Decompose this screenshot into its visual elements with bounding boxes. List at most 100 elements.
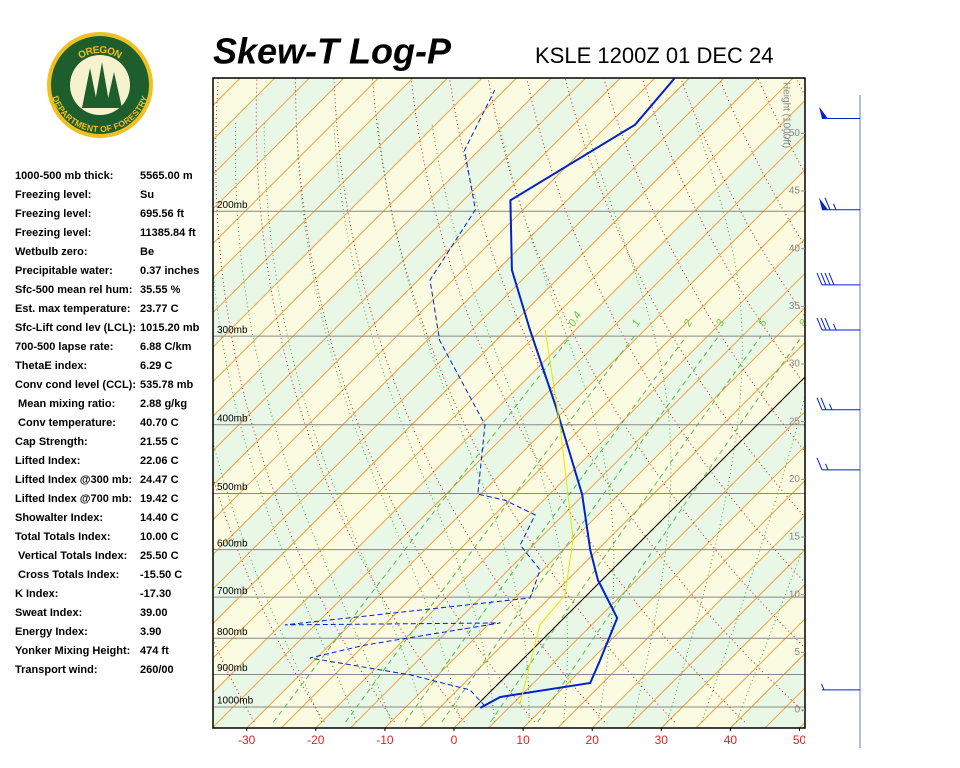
index-value: 22.06 C — [140, 455, 179, 467]
index-label: Transport wind: — [15, 664, 98, 676]
index-label: Lifted Index @300 mb: — [15, 474, 132, 486]
index-label: Energy Index: — [15, 626, 88, 638]
logo: OREGON DEPARTMENT OF FORESTRY — [47, 32, 153, 138]
x-tick-label: -10 — [376, 733, 394, 747]
highlight-isotherm — [474, 376, 805, 708]
sounding-line — [519, 329, 574, 706]
index-label: Showalter Index: — [15, 512, 103, 524]
index-value: 10.00 C — [140, 531, 179, 543]
isotherm — [213, 78, 379, 245]
index-value: -17.30 — [140, 588, 171, 600]
height-tick-label: 0 — [794, 705, 800, 716]
index-value: 0.37 inches — [140, 265, 199, 277]
index-label: Sfc-500 mean rel hum: — [15, 284, 132, 296]
isotherm — [213, 99, 805, 694]
isotherm — [213, 78, 483, 348]
barb-feather — [820, 317, 827, 331]
barb-pennant — [819, 197, 828, 210]
chart-subtitle: KSLE 1200Z 01 DEC 24 — [535, 43, 773, 68]
barb-half — [829, 403, 833, 410]
index-value: 23.77 C — [140, 303, 179, 315]
barb-feather — [820, 272, 827, 286]
isotherm — [213, 78, 621, 487]
x-tick-label: 40 — [724, 733, 738, 747]
mixing-ratio-label: 1 — [630, 318, 643, 329]
index-label: Total Totals Index: — [15, 531, 111, 543]
x-tick-label: 20 — [586, 733, 600, 747]
isotherm — [522, 445, 805, 728]
index-label: Lifted Index: — [15, 455, 80, 467]
logo-tree — [94, 62, 110, 108]
index-value: 24.47 C — [140, 474, 179, 486]
pressure-label: 1000mb — [217, 696, 254, 707]
index-label: Wetbulb zero: — [15, 246, 88, 258]
index-value: 6.29 C — [140, 360, 172, 372]
height-tick-label: 15 — [789, 532, 801, 543]
isotherm — [213, 78, 656, 521]
isotherm — [246, 168, 805, 728]
mixing-ratio-line — [345, 335, 635, 723]
wind-barb — [819, 106, 860, 120]
x-tick-label: -20 — [307, 733, 325, 747]
index-value: 14.40 C — [140, 512, 179, 524]
index-value: 40.70 C — [140, 417, 179, 429]
index-label: Freezing level: — [15, 189, 91, 201]
isotherm — [213, 134, 805, 728]
index-label: K Index: — [15, 588, 58, 600]
dry-adiabat — [449, 78, 805, 714]
index-value: 6.88 C/km — [140, 341, 192, 353]
mixing-ratio-line — [537, 335, 803, 723]
wind-barb — [816, 457, 860, 471]
index-value: -15.50 C — [140, 569, 182, 581]
index-value: 3.90 — [140, 626, 161, 638]
index-value: 2.88 g/kg — [140, 398, 187, 410]
logo-tree — [82, 68, 98, 108]
height-tick-label: 25 — [789, 416, 801, 427]
sounding-line — [284, 89, 541, 707]
index-value: Su — [140, 189, 154, 201]
isotherm — [213, 78, 414, 279]
temperature-band — [213, 78, 805, 693]
mixing-ratio-line — [490, 335, 762, 723]
x-tick-label: 50 — [793, 733, 807, 747]
pressure-label: 400mb — [217, 413, 248, 424]
index-label: Sweat Index: — [15, 607, 82, 619]
isotherm — [660, 583, 805, 728]
indices-list: 1000-500 mb thick: 5565.00 m Freezing leve… — [15, 170, 200, 676]
barb-feather — [824, 317, 831, 331]
isotherm — [488, 410, 805, 728]
axes: -30 -20 -10 0 10 20 30 40 50 0 5 10 15 20 25 30 35 40 45 50… — [238, 82, 860, 747]
height-tick-label: 50 — [789, 128, 801, 139]
isotherm — [213, 78, 759, 625]
isotherm — [349, 272, 805, 728]
dry-adiabat — [795, 78, 805, 97]
pressure-label: 900mb — [217, 663, 248, 674]
pressure-label: 700mb — [217, 586, 248, 597]
index-value: 535.78 mb — [140, 379, 193, 391]
dry-adiabat — [333, 78, 605, 723]
wind-barb — [819, 197, 860, 211]
wind-barb — [821, 683, 860, 691]
dry-adiabat — [936, 54, 960, 722]
x-tick-label: 30 — [655, 733, 669, 747]
pressure-label: 200mb — [217, 200, 248, 211]
pressure-label: 300mb — [217, 325, 248, 336]
height-tick-label: 10 — [789, 589, 801, 600]
height-axis-label: Height (1000ft) — [780, 82, 791, 148]
index-label: Conv temperature: — [15, 417, 116, 429]
x-axis: -30 -20 -10 0 10 20 30 40 50 — [238, 728, 807, 747]
x-tick-label: 10 — [516, 733, 530, 747]
barb-feather — [820, 397, 827, 410]
isotherm — [213, 78, 794, 659]
index-value: Be — [140, 246, 154, 258]
mixing-ratio-line — [273, 335, 571, 723]
x-tick-label: 0 — [451, 733, 458, 747]
isotherm — [695, 618, 805, 728]
chart-title: Skew-T Log-P — [213, 31, 452, 72]
isotherm — [213, 78, 725, 590]
isotherm — [419, 341, 805, 728]
barb-feather — [816, 397, 823, 410]
height-tick-label: 35 — [789, 301, 801, 312]
index-value: 260/00 — [140, 664, 174, 676]
